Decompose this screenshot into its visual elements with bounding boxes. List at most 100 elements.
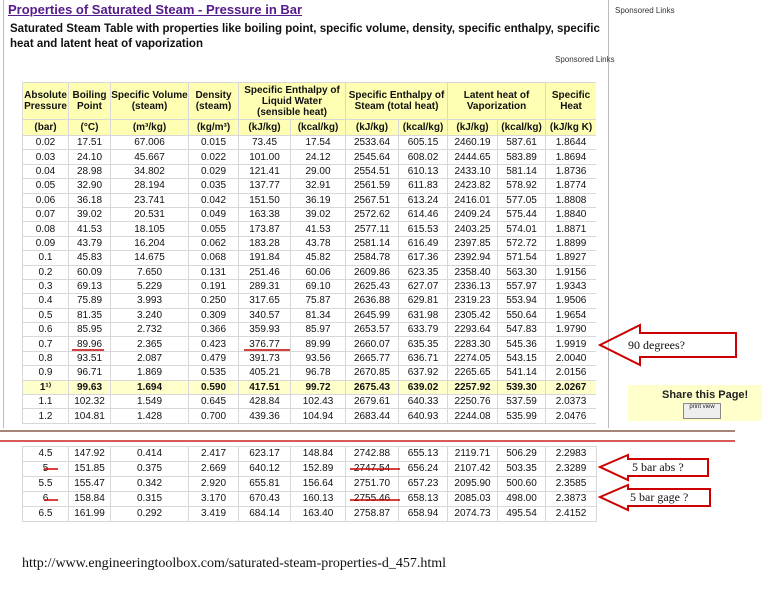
cell: 16.204 <box>110 235 189 252</box>
cell: 0.414 <box>110 446 189 462</box>
cell: 0.3 <box>22 278 69 295</box>
cell: 563.30 <box>497 264 547 280</box>
cell: 24.12 <box>289 149 347 165</box>
cell: 2.417 <box>188 446 239 462</box>
cell: 1.1 <box>22 394 69 410</box>
cell: 587.61 <box>497 134 547 151</box>
cell: 81.35 <box>68 307 111 324</box>
table-row: 5.5 155.47 0.342 2.920 655.81 156.64 2751.70 65… <box>22 476 597 492</box>
cell: 24.10 <box>68 149 111 165</box>
cell: 2107.42 <box>447 461 498 477</box>
cell: 545.36 <box>497 336 547 352</box>
cell: 191.84 <box>238 250 291 266</box>
cell: 0.131 <box>188 264 239 280</box>
table: 4.5 147.92 0.414 2.417 623.17 148.84 2742.88 65… <box>22 446 597 522</box>
cell: 655.81 <box>238 476 291 492</box>
cell: 655.13 <box>398 446 448 462</box>
table-row: 0.03 24.10 45.667 0.022 101.00 24.12 2545.64 60… <box>22 149 596 165</box>
cell: 2074.73 <box>447 506 498 522</box>
cell: 147.92 <box>68 446 111 462</box>
cell: 1.9156 <box>545 264 596 280</box>
cell: 635.35 <box>398 336 449 352</box>
cell: 623.17 <box>238 446 291 462</box>
cell: 156.64 <box>290 476 346 492</box>
cell: 1.9919 <box>545 336 596 352</box>
cell: 3.240 <box>110 307 189 324</box>
cell: 2460.19 <box>447 134 499 151</box>
cell: 2.3585 <box>545 476 597 492</box>
cell: 289.31 <box>238 278 291 295</box>
cell: 34.802 <box>110 163 189 180</box>
cell: 2403.25 <box>447 221 499 237</box>
unit: (kJ/kg K) <box>545 119 596 136</box>
table-row: 0.6 85.95 2.732 0.366 359.93 85.97 2653.57 633.… <box>22 322 596 338</box>
cell: 2609.86 <box>345 264 400 280</box>
unit: (kcal/kg) <box>289 119 347 136</box>
cell: 0.535 <box>188 365 239 381</box>
cell: 73.45 <box>238 134 291 151</box>
unit: (kcal/kg) <box>497 119 547 136</box>
cell: 639.02 <box>398 379 449 396</box>
cell: 2561.59 <box>345 178 400 194</box>
cell: 93.51 <box>68 350 111 367</box>
table-row: 0.06 36.18 23.741 0.042 151.50 36.19 2567.51 61… <box>22 192 596 208</box>
cell: 41.53 <box>289 221 347 237</box>
cell: 0.042 <box>188 192 239 208</box>
cell: 2679.61 <box>345 394 400 410</box>
cell: 2.2983 <box>545 446 597 462</box>
cell: 571.54 <box>497 250 547 266</box>
table-row: 1¹⁾ 99.63 1.694 0.590 417.51 99.72 2675.43 639.… <box>22 379 596 396</box>
header-row: Absolute Pressure Boiling Point Specific V… <box>22 82 596 120</box>
cell: 608.02 <box>398 149 449 165</box>
table-row: 6.5 161.99 0.292 3.419 684.14 163.40 2758.87 65… <box>22 506 597 522</box>
cell: 36.19 <box>289 192 347 208</box>
cell: 2283.30 <box>447 336 499 352</box>
cell: 1.8736 <box>545 163 596 180</box>
print-button[interactable]: print view <box>683 403 721 419</box>
cell: 2.0267 <box>545 379 596 396</box>
cell: 0.9 <box>22 365 69 381</box>
cell: 1.8871 <box>545 221 596 237</box>
cell: 2444.65 <box>447 149 499 165</box>
cell: 417.51 <box>238 379 291 396</box>
cell: 578.92 <box>497 178 547 194</box>
cell: 39.02 <box>289 206 347 223</box>
cell: 684.14 <box>238 506 291 522</box>
cell: 0.049 <box>188 206 239 223</box>
cell: 17.51 <box>68 134 111 151</box>
cell: 2645.99 <box>345 307 400 324</box>
column-header: Boiling Point <box>68 82 111 120</box>
table-row: 0.09 43.79 16.204 0.062 183.28 43.78 2581.14 61… <box>22 235 596 252</box>
cell: 1.8694 <box>545 149 596 165</box>
annotation: 5 bar abs ? <box>632 460 684 474</box>
cell: 0.02 <box>22 134 69 151</box>
cell: 0.062 <box>188 235 239 252</box>
cell: 69.13 <box>68 278 111 295</box>
cell: 0.1 <box>22 250 69 266</box>
cell: 376.77 <box>238 336 291 352</box>
cell: 183.28 <box>238 235 291 252</box>
cell: 1.8927 <box>545 250 596 266</box>
cell: 2.732 <box>110 322 189 338</box>
cell: 2.920 <box>188 476 239 492</box>
cell: 547.83 <box>497 322 547 338</box>
cell: 2675.43 <box>345 379 400 396</box>
table-row: 0.8 93.51 2.087 0.479 391.73 93.56 2665.77 636.… <box>22 350 596 367</box>
cell: 1.9506 <box>545 293 596 309</box>
cell: 0.4 <box>22 293 69 309</box>
page-title[interactable]: Properties of Saturated Steam - Pressure… <box>8 2 303 17</box>
cell: 1.9790 <box>545 322 596 338</box>
cell: 1.549 <box>110 394 189 410</box>
cell: 572.72 <box>497 235 547 252</box>
cell: 137.77 <box>238 178 291 194</box>
annotation: 90 degrees? <box>628 338 685 352</box>
cell: 574.01 <box>497 221 547 237</box>
cell: 96.78 <box>289 365 347 381</box>
cell: 60.06 <box>289 264 347 280</box>
cell: 96.71 <box>68 365 111 381</box>
cell: 2758.87 <box>345 506 399 522</box>
share-title: Share this Page! <box>662 389 749 401</box>
cell: 623.35 <box>398 264 449 280</box>
cell: 43.78 <box>289 235 347 252</box>
